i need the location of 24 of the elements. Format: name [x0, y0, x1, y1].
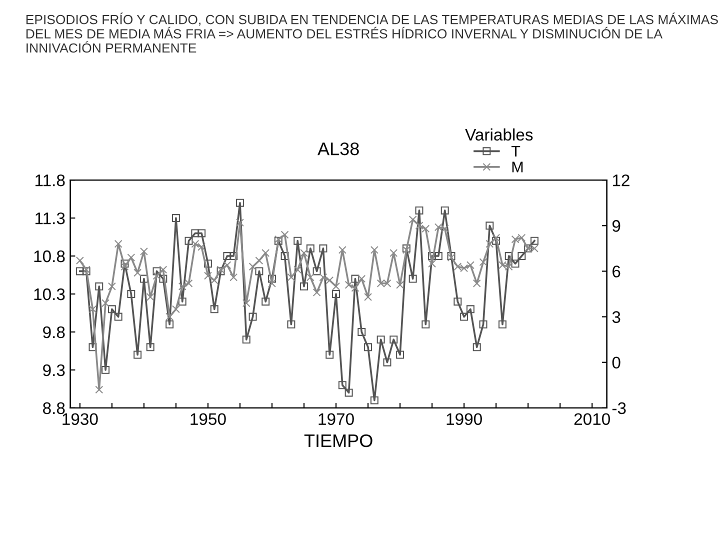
y-tick-label: 9.8 [43, 326, 65, 338]
y-tick-label: 10.3 [34, 288, 65, 300]
legend-label: M [512, 162, 523, 172]
x-tick-label: 1950 [190, 413, 226, 426]
x-tick-label: 2010 [574, 413, 610, 426]
y2-tick-label: -3 [612, 402, 626, 414]
y2-tick-label: 3 [612, 311, 620, 323]
y-tick-label: 11.3 [36, 212, 65, 224]
x-tick-label: 1970 [318, 413, 354, 426]
text: EPISODIOS FRÍO Y CALIDO, CON SUBIDA EN TENDENCIA DE LAS TEMPERATURAS MEDIAS DE LAS MÁXIMAS DEL MES DE MEDIA MÁS FRIA => AUMENTO DEL ESTRÉS HÍDRICO INVERNAL Y DISMINUCIÓN DE LA INNIVACIÓN PERMANENTE [26, 12, 718, 53]
legend-title: Variables [465, 128, 533, 141]
x-tick-label: 1990 [446, 413, 482, 426]
y-tick-label: 10.8 [34, 250, 65, 262]
y2-tick-label: 9 [612, 220, 620, 232]
legend-label: T [511, 146, 520, 157]
y-tick-label: 9.3 [43, 364, 65, 376]
y-tick-label: 8.8 [43, 402, 65, 414]
y-tick-label: 11.8 [36, 174, 65, 186]
x-tick-label: 1930 [62, 413, 98, 426]
chart-title: AL38 [318, 142, 359, 156]
y2-tick-label: 0 [612, 356, 620, 369]
y2-tick-label: 12 [612, 174, 630, 186]
y2-tick-label: 6 [612, 266, 620, 278]
x-axis-title: TIEMPO [304, 434, 372, 448]
